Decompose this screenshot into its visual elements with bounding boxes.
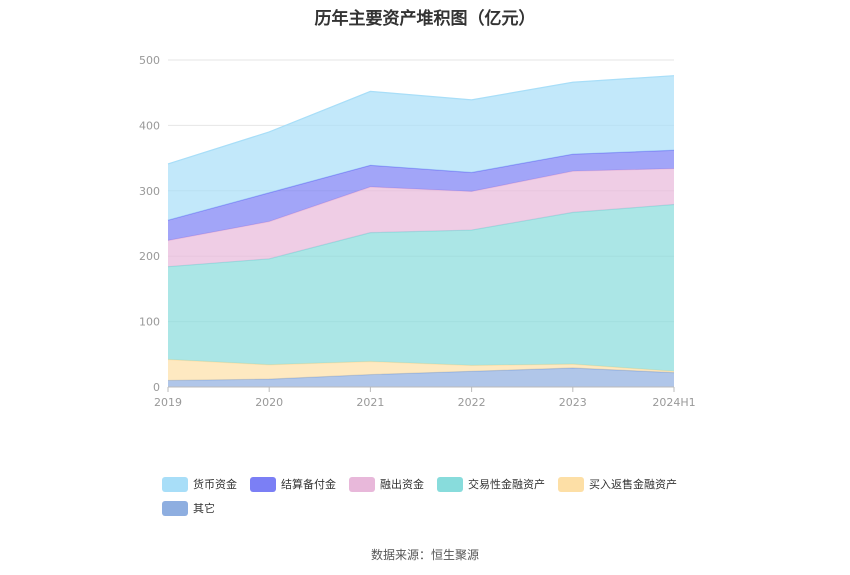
data-source: 数据来源：恒生聚源 xyxy=(370,548,479,562)
legend-label: 其它 xyxy=(193,502,215,515)
legend-label: 结算备付金 xyxy=(281,478,336,491)
chart-title: 历年主要资产堆积图（亿元） xyxy=(314,9,536,29)
legend-row-1: 货币资金 结算备付金 融出资金 交易性金融资产 买入返售金融资产 xyxy=(162,472,722,496)
legend-label: 融出资金 xyxy=(380,478,424,491)
axes: 0 100 200 300 400 500 2019 2020 2021 2022 2023 2024… xyxy=(139,54,696,409)
legend-label: 货币资金 xyxy=(193,478,237,491)
legend-swatch xyxy=(250,476,276,492)
stacked-area-chart: 0 100 200 300 400 500 2019 2020 2021 2022 2023 2024… xyxy=(139,54,696,409)
area-series-5 xyxy=(168,75,674,221)
area-series-edge-5 xyxy=(167,75,675,165)
x-tick-label: 2019 xyxy=(154,396,182,409)
legend: 货币资金 结算备付金 融出资金 交易性金融资产 买入返售金融资产 其它 xyxy=(162,472,722,520)
legend-row-2: 其它 xyxy=(162,496,722,520)
legend-swatch xyxy=(162,476,188,492)
legend-swatch xyxy=(558,476,584,492)
area-series-3 xyxy=(168,168,674,267)
legend-swatch xyxy=(349,476,375,492)
area-series-group xyxy=(167,75,675,387)
legend-item-trading-assets[interactable]: 交易性金融资产 xyxy=(437,476,545,492)
legend-item-settlement-reserve[interactable]: 结算备付金 xyxy=(250,476,336,492)
legend-label: 买入返售金融资产 xyxy=(589,478,677,491)
x-tick-label: 2022 xyxy=(458,396,486,409)
area-series-0 xyxy=(168,368,674,387)
legend-label: 交易性金融资产 xyxy=(468,478,545,491)
y-tick-label: 300 xyxy=(139,185,160,198)
x-tick-label: 2023 xyxy=(559,396,587,409)
x-tick-label: 2021 xyxy=(356,396,384,409)
legend-swatch xyxy=(437,476,463,492)
y-tick-label: 400 xyxy=(139,119,160,132)
y-tick-label: 100 xyxy=(139,316,160,329)
y-tick-label: 200 xyxy=(139,250,160,263)
legend-swatch xyxy=(162,500,188,516)
x-tick-label: 2024H1 xyxy=(652,396,695,409)
legend-item-other[interactable]: 其它 xyxy=(162,500,215,516)
area-series-2 xyxy=(168,204,674,372)
y-tick-label: 0 xyxy=(153,381,160,394)
legend-item-reverse-repo[interactable]: 买入返售金融资产 xyxy=(558,476,677,492)
area-series-4 xyxy=(168,150,674,241)
legend-item-margin-lending[interactable]: 融出资金 xyxy=(349,476,424,492)
legend-item-money-funds[interactable]: 货币资金 xyxy=(162,476,237,492)
x-tick-label: 2020 xyxy=(255,396,283,409)
y-tick-label: 500 xyxy=(139,54,160,67)
